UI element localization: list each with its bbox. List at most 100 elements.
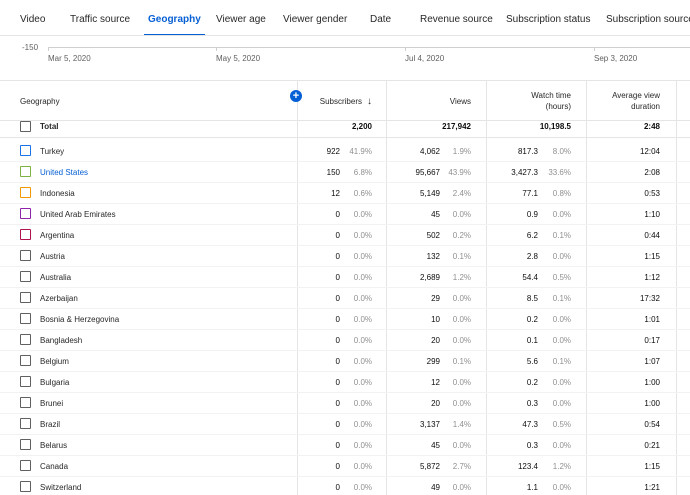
- table-row[interactable]: Bangladesh 0 0.0% 20 0.0% 0.1 0.0% 0:17: [0, 330, 690, 351]
- row-checkbox[interactable]: [20, 271, 31, 282]
- header-views[interactable]: Views: [449, 96, 471, 106]
- x-tick-label: Sep 3, 2020: [594, 54, 638, 63]
- table-row[interactable]: United States 150 6.8% 95,667 43.9% 3,427.3 33…: [0, 162, 690, 183]
- header-watch-time[interactable]: Watch time (hours): [490, 81, 571, 121]
- avd-value: 2:08: [644, 168, 660, 177]
- views-percent: 0.2%: [452, 231, 471, 240]
- y-tick-label: -150: [22, 43, 39, 52]
- table-row[interactable]: Austria 0 0.0% 132 0.1% 2.8 0.0% 1:15: [0, 246, 690, 267]
- table-row[interactable]: United Arab Emirates 0 0.0% 45 0.0% 0.9 0.0% 1:…: [0, 204, 690, 225]
- table-row[interactable]: Brazil 0 0.0% 3,137 1.4% 47.3 0.5% 0:54: [0, 414, 690, 435]
- row-checkbox[interactable]: [20, 166, 31, 177]
- subscribers-value: 0: [335, 378, 340, 387]
- views-value: 20: [431, 336, 440, 345]
- table-row[interactable]: Argentina 0 0.0% 502 0.2% 6.2 0.1% 0:44: [0, 225, 690, 246]
- row-checkbox[interactable]: [20, 187, 31, 198]
- table-row[interactable]: Australia 0 0.0% 2,689 1.2% 54.4 0.5% 1:12: [0, 267, 690, 288]
- avd-value: 0:44: [644, 231, 660, 240]
- tab-date[interactable]: Date: [370, 14, 392, 25]
- total-checkbox[interactable]: [20, 121, 31, 132]
- row-checkbox[interactable]: [20, 229, 31, 240]
- subscribers-value: 0: [335, 399, 340, 408]
- header-subscribers[interactable]: Subscribers ↓: [300, 81, 372, 121]
- watch-time-percent: 0.5%: [552, 420, 571, 429]
- table-row[interactable]: Brunei 0 0.0% 20 0.0% 0.3 0.0% 1:00: [0, 393, 690, 414]
- table-row[interactable]: Belarus 0 0.0% 45 0.0% 0.3 0.0% 0:21: [0, 435, 690, 456]
- header-average-view-duration[interactable]: Average view duration: [590, 81, 660, 121]
- table-row[interactable]: Indonesia 12 0.6% 5,149 2.4% 77.1 0.8% 0:53: [0, 183, 690, 204]
- tab-video[interactable]: Video: [20, 14, 46, 25]
- tab-subscription-status[interactable]: Subscription status: [506, 14, 591, 25]
- views-value: 502: [426, 231, 440, 240]
- table-row[interactable]: Bulgaria 0 0.0% 12 0.0% 0.2 0.0% 1:00: [0, 372, 690, 393]
- watch-time-percent: 1.2%: [552, 462, 571, 471]
- tab-traffic-source[interactable]: Traffic source: [70, 14, 131, 25]
- subscribers-percent: 0.0%: [353, 294, 372, 303]
- table-row[interactable]: Switzerland 0 0.0% 49 0.0% 1.1 0.0% 1:21: [0, 477, 690, 495]
- row-checkbox[interactable]: [20, 355, 31, 366]
- views-value: 29: [431, 294, 440, 303]
- watch-time-value: 77.1: [522, 189, 538, 198]
- subscribers-percent: 6.8%: [353, 168, 372, 177]
- watch-time-value: 54.4: [522, 273, 538, 282]
- add-metric-button[interactable]: +: [290, 90, 302, 102]
- avd-value: 1:00: [644, 399, 660, 408]
- views-percent: 2.7%: [452, 462, 471, 471]
- tab-subscription-source[interactable]: Subscription source: [606, 14, 690, 25]
- subscribers-value: 0: [335, 273, 340, 282]
- table-row[interactable]: Azerbaijan 0 0.0% 29 0.0% 8.5 0.1% 17:32: [0, 288, 690, 309]
- subscribers-value: 0: [335, 315, 340, 324]
- table-row[interactable]: Turkey 922 41.9% 4,062 1.9% 817.3 8.0% 12:04: [0, 141, 690, 162]
- row-checkbox[interactable]: [20, 439, 31, 450]
- views-value: 10: [431, 315, 440, 324]
- row-checkbox[interactable]: [20, 250, 31, 261]
- tab-revenue-source[interactable]: Revenue source: [420, 14, 493, 25]
- watch-time-value: 5.6: [526, 357, 538, 366]
- subscribers-value: 0: [335, 252, 340, 261]
- views-value: 5,149: [419, 189, 440, 198]
- row-checkbox[interactable]: [20, 292, 31, 303]
- x-tick-mark: [216, 47, 217, 51]
- tab-viewer-gender[interactable]: Viewer gender: [283, 14, 348, 25]
- country-name: Indonesia: [40, 189, 75, 198]
- views-percent: 0.1%: [452, 252, 471, 261]
- subscribers-percent: 0.0%: [353, 336, 372, 345]
- avd-value: 0:17: [644, 336, 660, 345]
- watch-time-value: 817.3: [517, 147, 538, 156]
- tab-geography[interactable]: Geography: [144, 0, 205, 35]
- table-row[interactable]: Canada 0 0.0% 5,872 2.7% 123.4 1.2% 1:15: [0, 456, 690, 477]
- watch-time-value: 0.3: [526, 441, 538, 450]
- country-name: Switzerland: [40, 483, 82, 492]
- subscribers-value: 0: [335, 462, 340, 471]
- subscribers-percent: 0.0%: [353, 483, 372, 492]
- x-tick-mark: [405, 47, 406, 51]
- x-tick-mark: [594, 47, 595, 51]
- row-checkbox[interactable]: [20, 313, 31, 324]
- table-row[interactable]: Belgium 0 0.0% 299 0.1% 5.6 0.1% 1:07: [0, 351, 690, 372]
- column-divider: [297, 81, 298, 495]
- views-value: 49: [431, 483, 440, 492]
- row-checkbox[interactable]: [20, 145, 31, 156]
- country-name[interactable]: United States: [40, 168, 89, 177]
- row-checkbox[interactable]: [20, 460, 31, 471]
- views-percent: 0.0%: [452, 483, 471, 492]
- watch-time-percent: 0.0%: [552, 252, 571, 261]
- row-checkbox[interactable]: [20, 208, 31, 219]
- row-checkbox[interactable]: [20, 418, 31, 429]
- x-tick-mark: [48, 47, 49, 51]
- views-percent: 0.1%: [452, 357, 471, 366]
- subscribers-percent: 0.0%: [353, 357, 372, 366]
- subscribers-value: 0: [335, 231, 340, 240]
- avd-value: 1:15: [644, 462, 660, 471]
- row-checkbox[interactable]: [20, 376, 31, 387]
- row-checkbox[interactable]: [20, 397, 31, 408]
- row-checkbox[interactable]: [20, 481, 31, 492]
- column-divider: [486, 81, 487, 495]
- watch-time-value: 0.2: [526, 315, 538, 324]
- header-geography[interactable]: Geography: [20, 96, 60, 106]
- avd-value: 0:53: [644, 189, 660, 198]
- row-checkbox[interactable]: [20, 334, 31, 345]
- table-row[interactable]: Bosnia & Herzegovina 0 0.0% 10 0.0% 0.2 0.0% 1:…: [0, 309, 690, 330]
- tab-viewer-age[interactable]: Viewer age: [216, 14, 266, 25]
- country-name: Canada: [40, 462, 69, 471]
